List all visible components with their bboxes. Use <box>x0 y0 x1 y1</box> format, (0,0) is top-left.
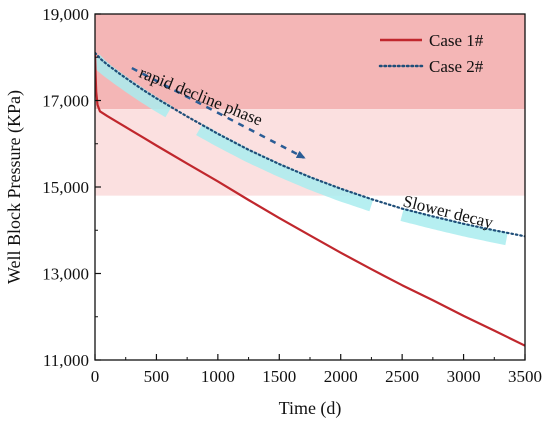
background-bands <box>95 14 525 196</box>
y-tick-label: 19,000 <box>42 5 89 24</box>
y-tick-label: 17,000 <box>42 92 89 111</box>
y-tick-label: 15,000 <box>42 178 89 197</box>
x-tick-label: 3500 <box>508 367 542 386</box>
trend-highlight-3 <box>400 208 508 246</box>
axes <box>94 13 526 361</box>
arrow-layer <box>131 66 306 159</box>
x-tick-label: 500 <box>144 367 170 386</box>
series-line-case2 <box>95 51 525 238</box>
series-line-case1 <box>95 52 525 347</box>
x-tick-label: 1500 <box>262 367 296 386</box>
trend-highlight-1 <box>95 54 173 118</box>
decline-arrow <box>131 66 306 159</box>
legend-label-case1: Case 1# <box>429 31 484 50</box>
x-tick-label: 2500 <box>385 367 419 386</box>
legend: Case 1# Case 2# <box>378 31 484 76</box>
trend-highlights <box>95 54 508 246</box>
tick-labels: 0 500 1000 1500 2000 2500 3000 3500 11,000 13,000… <box>42 5 542 386</box>
x-tick-label: 2000 <box>324 367 358 386</box>
background-band-1 <box>95 14 525 110</box>
y-tick-label: 13,000 <box>42 265 89 284</box>
x-tick-label: 0 <box>91 367 100 386</box>
x-tick-label: 3000 <box>447 367 481 386</box>
x-axis-title: Time (d) <box>279 398 342 419</box>
y-axis-title: Well Block Pressure (KPa) <box>4 90 25 284</box>
trend-highlight-2 <box>196 123 374 212</box>
x-tick-label: 1000 <box>201 367 235 386</box>
series-lines <box>95 51 525 347</box>
y-tick-label: 11,000 <box>43 351 89 370</box>
legend-label-case2: Case 2# <box>429 57 484 76</box>
